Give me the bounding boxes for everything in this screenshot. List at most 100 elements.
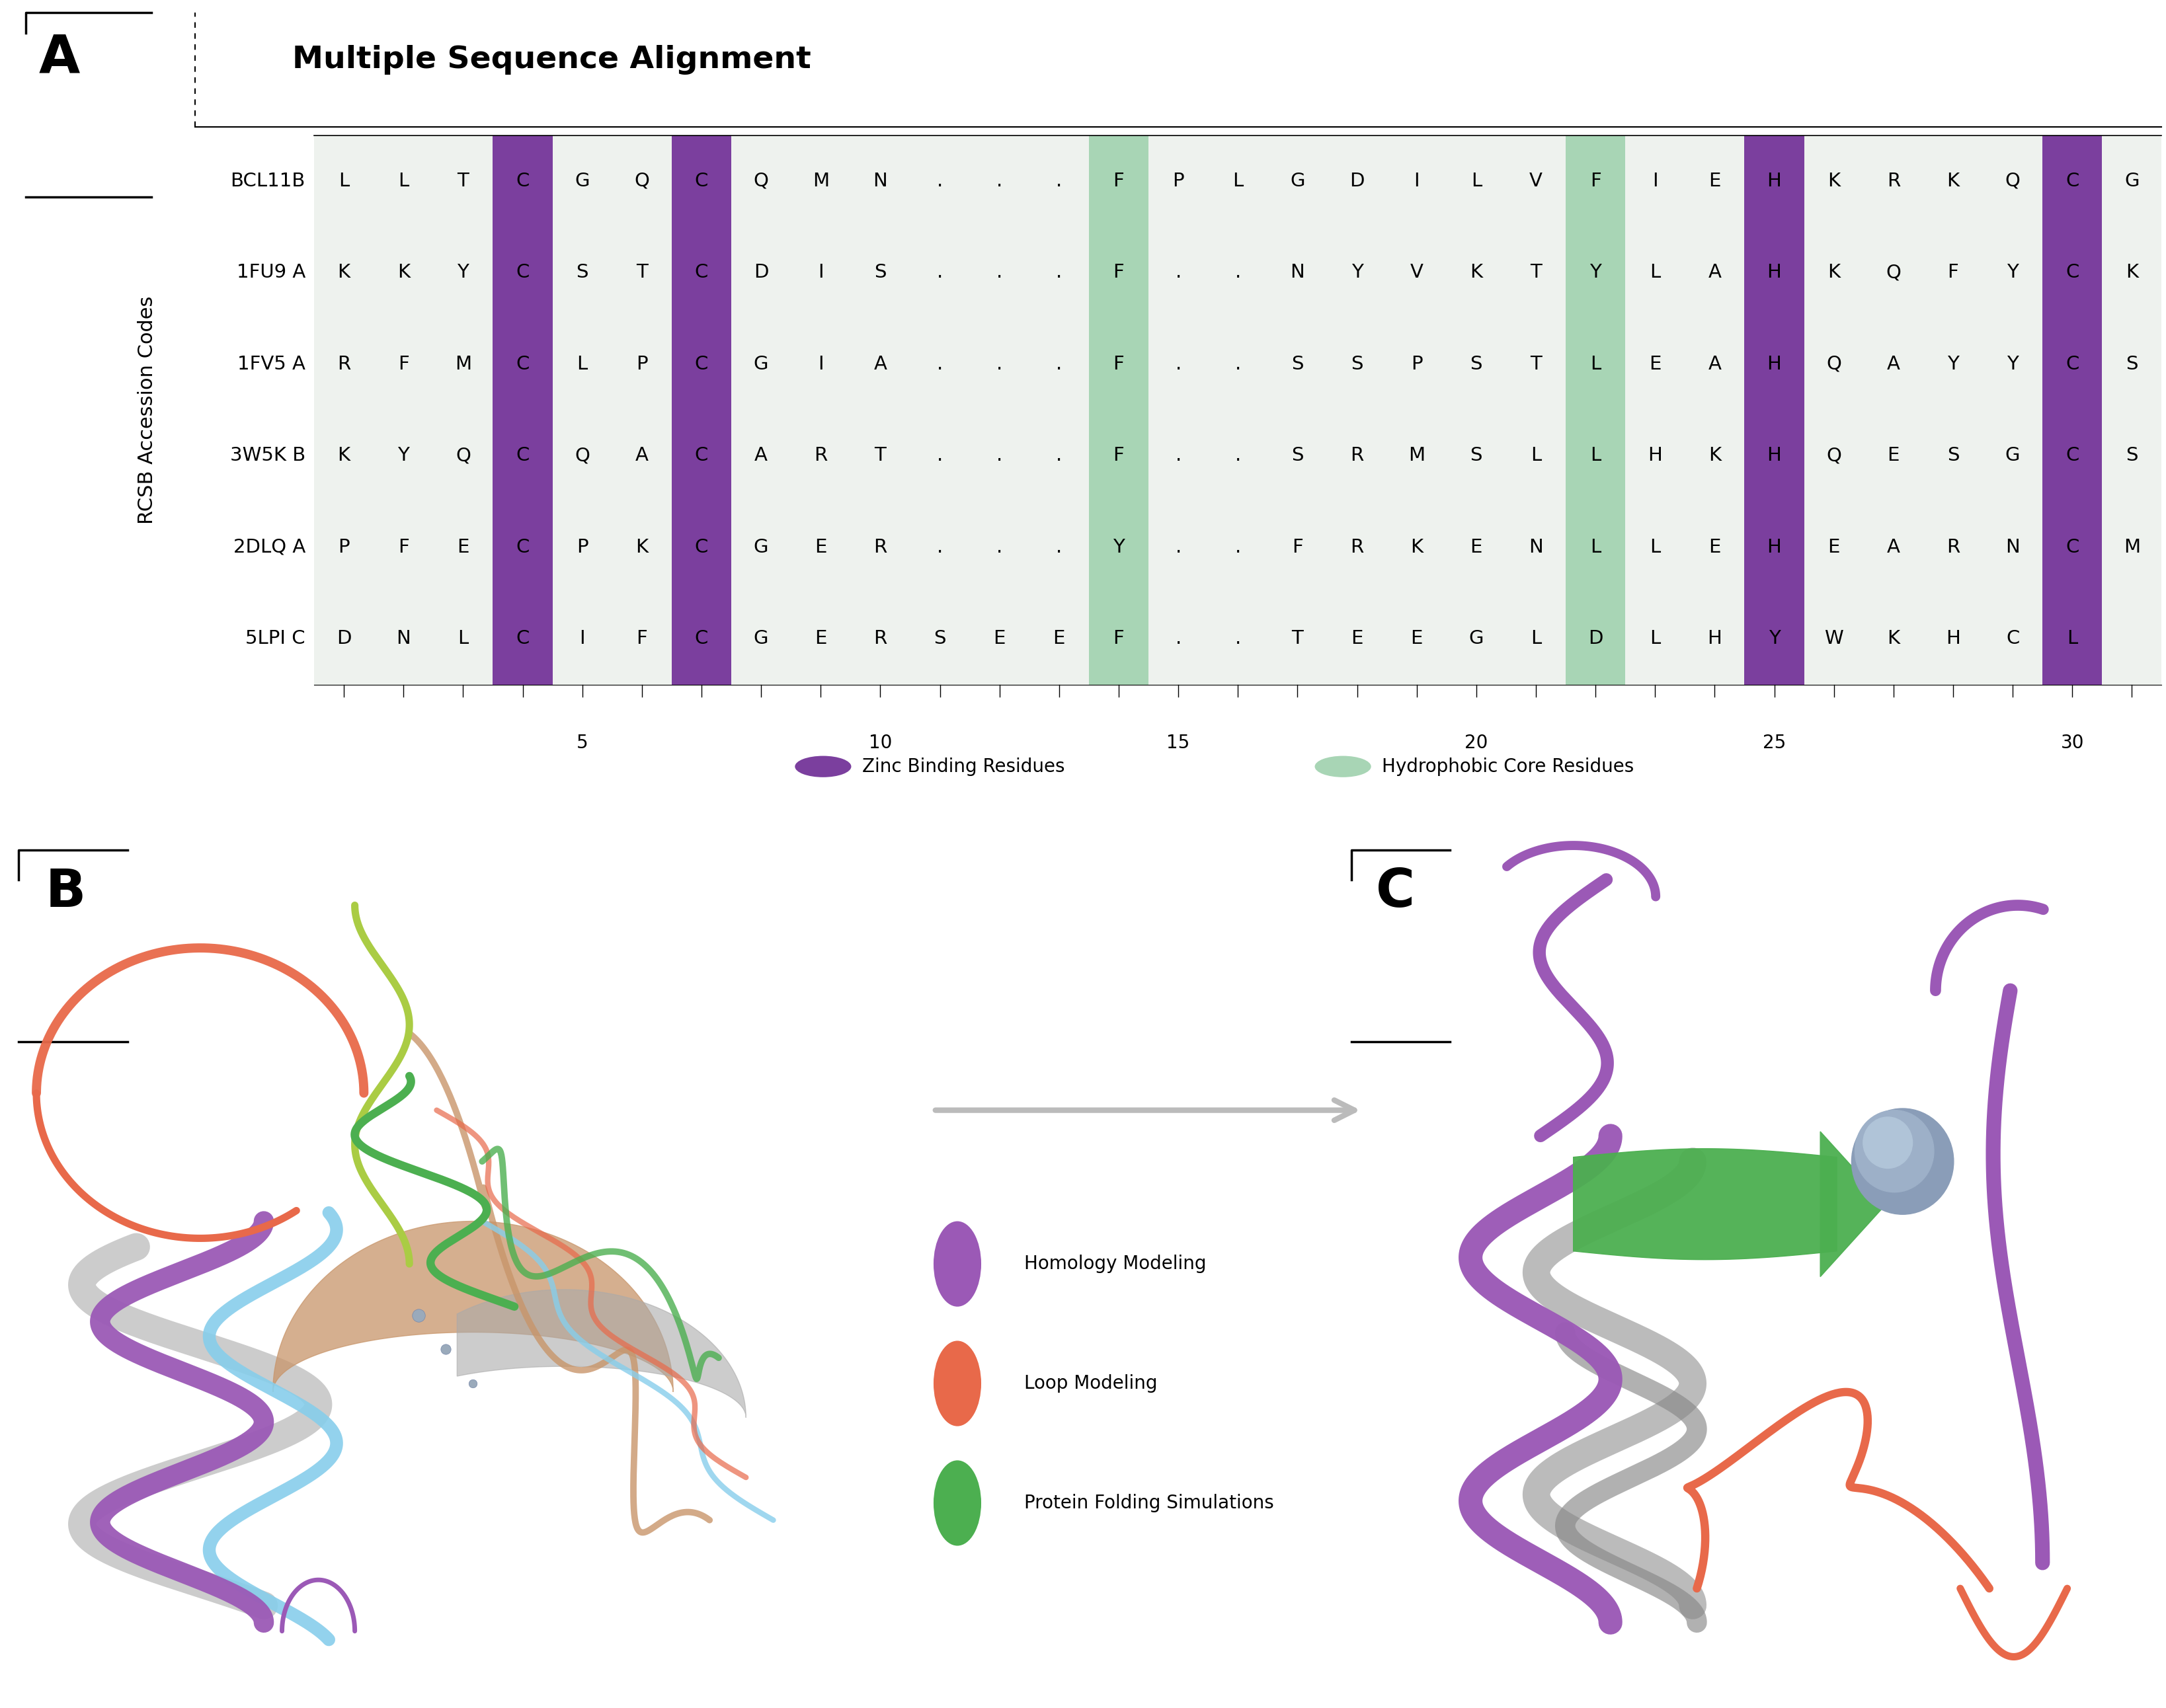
Text: 1FU9 A: 1FU9 A bbox=[236, 263, 305, 282]
Text: H: H bbox=[1707, 630, 1722, 647]
Text: Y: Y bbox=[2006, 355, 2019, 374]
Text: .: . bbox=[1235, 630, 1241, 647]
Text: Q: Q bbox=[754, 173, 769, 190]
Text: S: S bbox=[1471, 446, 1482, 465]
Text: N: N bbox=[396, 630, 412, 647]
Text: M: M bbox=[1408, 446, 1425, 465]
Text: Zinc Binding Residues: Zinc Binding Residues bbox=[862, 757, 1066, 775]
Text: S: S bbox=[2125, 446, 2138, 465]
Text: R: R bbox=[1349, 538, 1365, 557]
Text: L: L bbox=[1531, 630, 1542, 647]
Text: 1FV5 A: 1FV5 A bbox=[238, 355, 305, 374]
Text: E: E bbox=[1828, 538, 1839, 557]
Text: A: A bbox=[1709, 355, 1722, 374]
Text: .: . bbox=[938, 355, 942, 374]
Text: .: . bbox=[1235, 263, 1241, 282]
Text: S: S bbox=[1947, 446, 1960, 465]
Text: C: C bbox=[516, 263, 529, 282]
Text: W: W bbox=[1824, 630, 1843, 647]
Text: F: F bbox=[637, 630, 648, 647]
Text: B: B bbox=[45, 868, 87, 919]
Text: C: C bbox=[695, 173, 708, 190]
Bar bbox=[1744, 135, 1804, 685]
Text: .: . bbox=[1057, 173, 1061, 190]
Text: RCSB Accession Codes: RCSB Accession Codes bbox=[139, 295, 156, 524]
Polygon shape bbox=[457, 1290, 745, 1418]
Text: .: . bbox=[996, 173, 1003, 190]
Text: .: . bbox=[1176, 630, 1180, 647]
Text: K: K bbox=[1828, 173, 1841, 190]
Text: L: L bbox=[399, 173, 409, 190]
Text: C: C bbox=[695, 538, 708, 557]
Text: E: E bbox=[994, 630, 1005, 647]
Text: E: E bbox=[1709, 173, 1720, 190]
Text: K: K bbox=[396, 263, 409, 282]
Circle shape bbox=[934, 1341, 981, 1426]
Text: M: M bbox=[455, 355, 472, 374]
Text: S: S bbox=[2125, 355, 2138, 374]
Text: L: L bbox=[1531, 446, 1542, 465]
Text: 2DLQ A: 2DLQ A bbox=[234, 538, 305, 557]
Text: C: C bbox=[2066, 355, 2079, 374]
Text: 10: 10 bbox=[869, 734, 892, 752]
Text: P: P bbox=[1410, 355, 1423, 374]
Text: G: G bbox=[754, 538, 769, 557]
Bar bbox=[494, 135, 552, 685]
Text: Y: Y bbox=[1113, 538, 1124, 557]
Text: Y: Y bbox=[457, 263, 470, 282]
Text: F: F bbox=[1113, 263, 1124, 282]
Text: G: G bbox=[574, 173, 589, 190]
Text: 5: 5 bbox=[576, 734, 589, 752]
Text: .: . bbox=[1176, 446, 1180, 465]
Text: L: L bbox=[1650, 538, 1661, 557]
Text: T: T bbox=[457, 173, 468, 190]
Circle shape bbox=[1315, 757, 1371, 777]
Circle shape bbox=[795, 757, 851, 777]
Text: K: K bbox=[2125, 263, 2138, 282]
Text: C: C bbox=[2066, 446, 2079, 465]
Text: H: H bbox=[1648, 446, 1661, 465]
Text: K: K bbox=[1947, 173, 1960, 190]
Text: S: S bbox=[934, 630, 947, 647]
Text: E: E bbox=[1352, 630, 1362, 647]
Text: Multiple Sequence Alignment: Multiple Sequence Alignment bbox=[292, 44, 812, 75]
Text: E: E bbox=[1709, 538, 1720, 557]
Text: T: T bbox=[1529, 263, 1542, 282]
Polygon shape bbox=[273, 1221, 674, 1392]
Text: I: I bbox=[580, 630, 585, 647]
Text: A: A bbox=[1887, 355, 1900, 374]
Text: D: D bbox=[336, 630, 351, 647]
Text: R: R bbox=[1947, 538, 1960, 557]
Text: .: . bbox=[1176, 538, 1180, 557]
Text: G: G bbox=[2006, 446, 2021, 465]
Text: 30: 30 bbox=[2060, 734, 2084, 752]
Text: C: C bbox=[1375, 868, 1414, 919]
Text: C: C bbox=[695, 446, 708, 465]
Text: Q: Q bbox=[1887, 263, 1902, 282]
Text: 15: 15 bbox=[1167, 734, 1189, 752]
Text: F: F bbox=[1113, 355, 1124, 374]
Text: H: H bbox=[1767, 538, 1780, 557]
Text: .: . bbox=[1235, 446, 1241, 465]
Text: K: K bbox=[1709, 446, 1722, 465]
Text: I: I bbox=[819, 263, 823, 282]
Text: A: A bbox=[1709, 263, 1722, 282]
FancyArrowPatch shape bbox=[936, 1100, 1354, 1120]
Text: .: . bbox=[1235, 538, 1241, 557]
Text: T: T bbox=[1291, 630, 1304, 647]
Text: E: E bbox=[1410, 630, 1423, 647]
Text: L: L bbox=[1590, 355, 1601, 374]
Text: C: C bbox=[2066, 263, 2079, 282]
Text: .: . bbox=[938, 263, 942, 282]
Text: N: N bbox=[1529, 538, 1542, 557]
Circle shape bbox=[1854, 1110, 1934, 1192]
Text: .: . bbox=[996, 538, 1003, 557]
Text: BCL11B: BCL11B bbox=[230, 173, 305, 190]
Text: P: P bbox=[637, 355, 648, 374]
Text: D: D bbox=[1588, 630, 1603, 647]
Text: C: C bbox=[516, 446, 529, 465]
Text: F: F bbox=[1113, 446, 1124, 465]
Circle shape bbox=[934, 1221, 981, 1307]
Text: E: E bbox=[1053, 630, 1066, 647]
Text: Y: Y bbox=[1947, 355, 1958, 374]
